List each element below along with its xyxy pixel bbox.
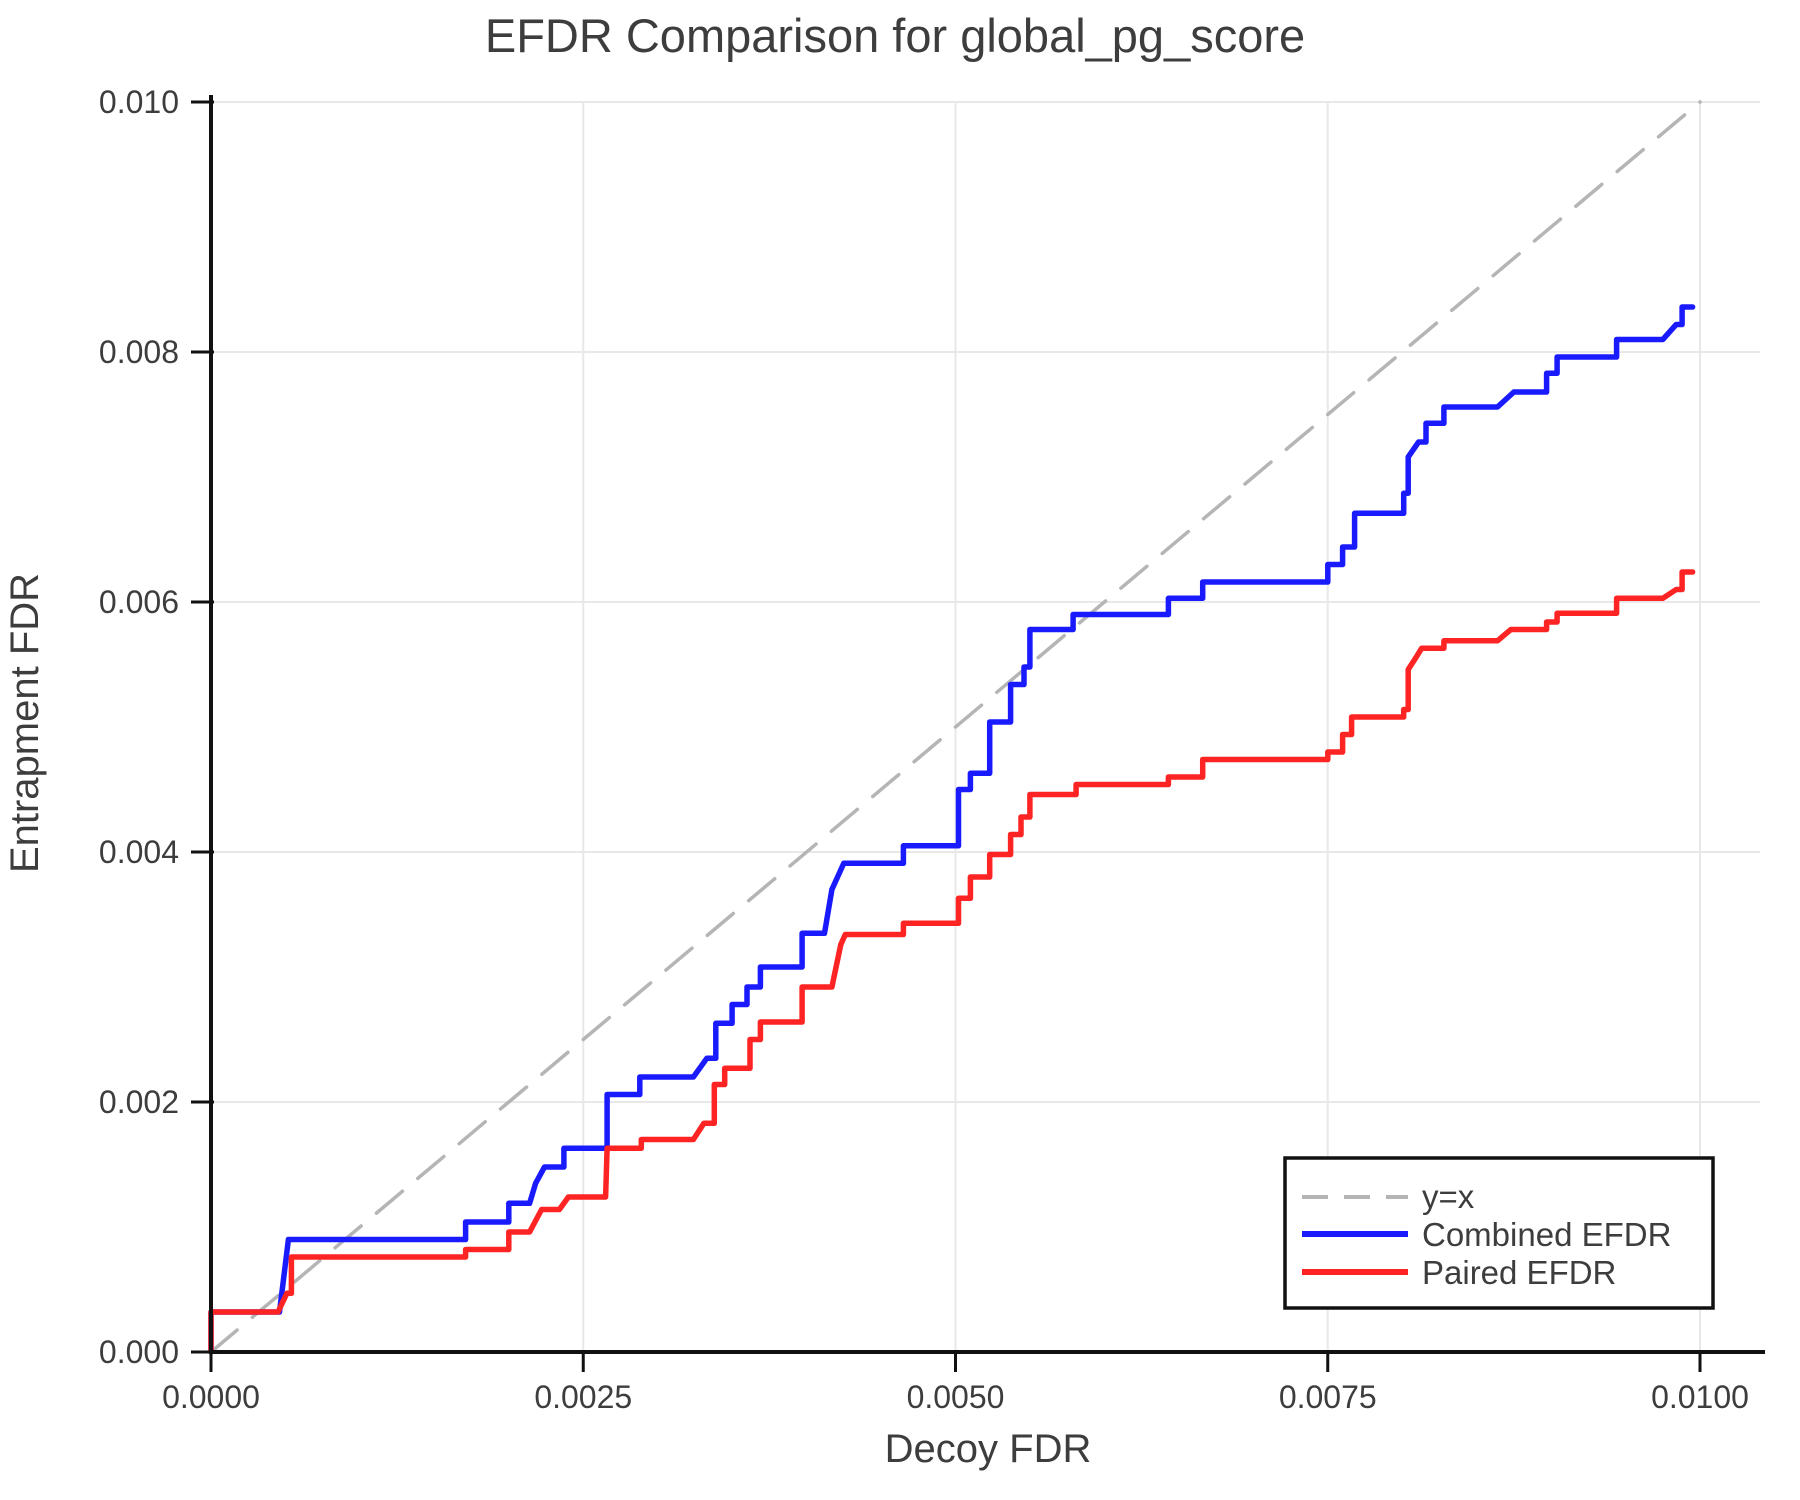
identity-line [209,100,1702,1354]
paired-efdr-line [208,569,1696,1355]
y-tick-label: 0.010 [99,84,179,120]
x-axis-label: Decoy FDR [885,1427,1092,1471]
y-tick-label: 0.002 [99,1084,179,1120]
x-tick-label: 0.0000 [162,1379,260,1415]
combined-efdr-line [208,304,1696,1355]
chart-title: EFDR Comparison for global_pg_score [485,9,1305,62]
legend-label-combined: Combined EFDR [1422,1216,1671,1253]
legend-label-paired: Paired EFDR [1422,1254,1616,1291]
tick-labels: 0.0000 0.0025 0.0050 0.0075 0.0100 0.000 0.002… [99,84,1749,1415]
legend-item-identity: y=x [1302,1178,1475,1215]
legend-label-identity: y=x [1422,1178,1475,1215]
legend-item-combined: Combined EFDR [1302,1216,1671,1253]
y-axis-label: Entrapment FDR [3,573,47,873]
x-tick-label: 0.0100 [1651,1379,1749,1415]
x-tick-label: 0.0050 [907,1379,1005,1415]
x-tick-label: 0.0075 [1279,1379,1377,1415]
legend: y=x Combined EFDR Paired EFDR [1283,1156,1715,1310]
y-tick-label: 0.008 [99,334,179,370]
y-tick-label: 0.006 [99,584,179,620]
axes [191,95,1765,1372]
y-tick-label: 0.000 [99,1334,179,1370]
series-lines [208,100,1702,1355]
legend-item-paired: Paired EFDR [1302,1254,1616,1291]
x-tick-label: 0.0025 [534,1379,632,1415]
y-tick-label: 0.004 [99,834,179,870]
